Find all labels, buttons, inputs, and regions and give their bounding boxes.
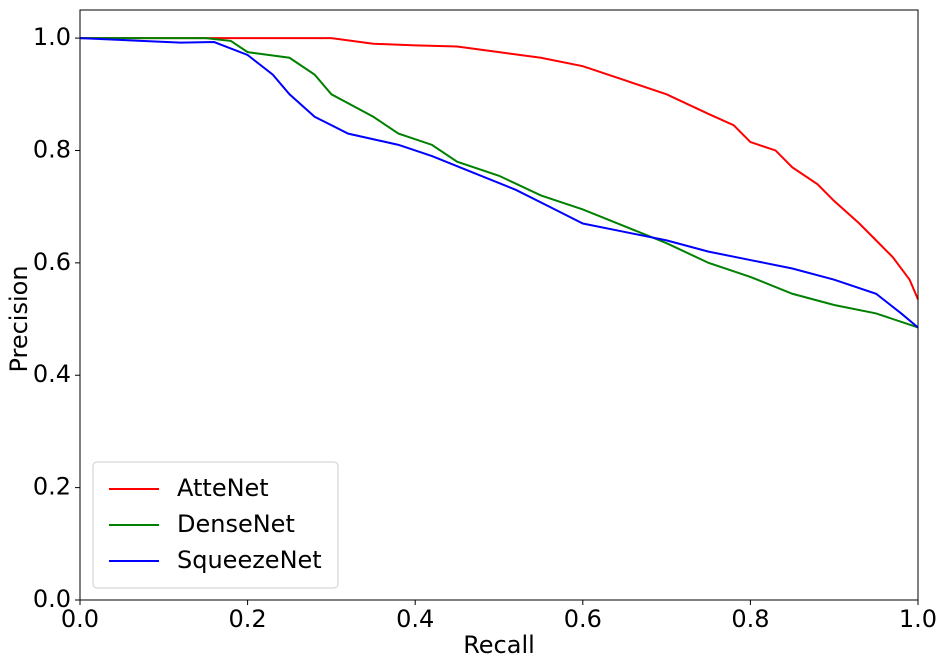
plot-frame	[79, 9, 919, 601]
x-tick-label: 1.0	[899, 605, 937, 633]
x-tick-label: 0.2	[229, 605, 267, 633]
y-tick-label: 0.2	[33, 473, 71, 501]
line	[79, 37, 919, 329]
legend-box	[92, 461, 339, 589]
y-tick-label: 0.0	[33, 585, 71, 613]
legend-label: AtteNet	[177, 474, 269, 502]
y-tick-label: 0.8	[33, 135, 71, 163]
x-tick-label: 0.8	[731, 605, 769, 633]
y-axis-label: Precision	[5, 265, 33, 372]
x-tick-label: 0.4	[396, 605, 434, 633]
y-tick-label: 1.0	[33, 23, 71, 51]
legend-label: SqueezeNet	[177, 546, 322, 574]
line	[80, 37, 919, 329]
line	[80, 37, 919, 300]
x-tick-label: 0.6	[564, 605, 602, 633]
x-tick-label: 0.0	[61, 605, 99, 633]
legend-label: DenseNet	[177, 510, 295, 538]
y-tick-label: 0.4	[33, 360, 71, 388]
x-axis-label: Recall	[463, 631, 535, 659]
y-tick-label: 0.6	[33, 248, 71, 276]
